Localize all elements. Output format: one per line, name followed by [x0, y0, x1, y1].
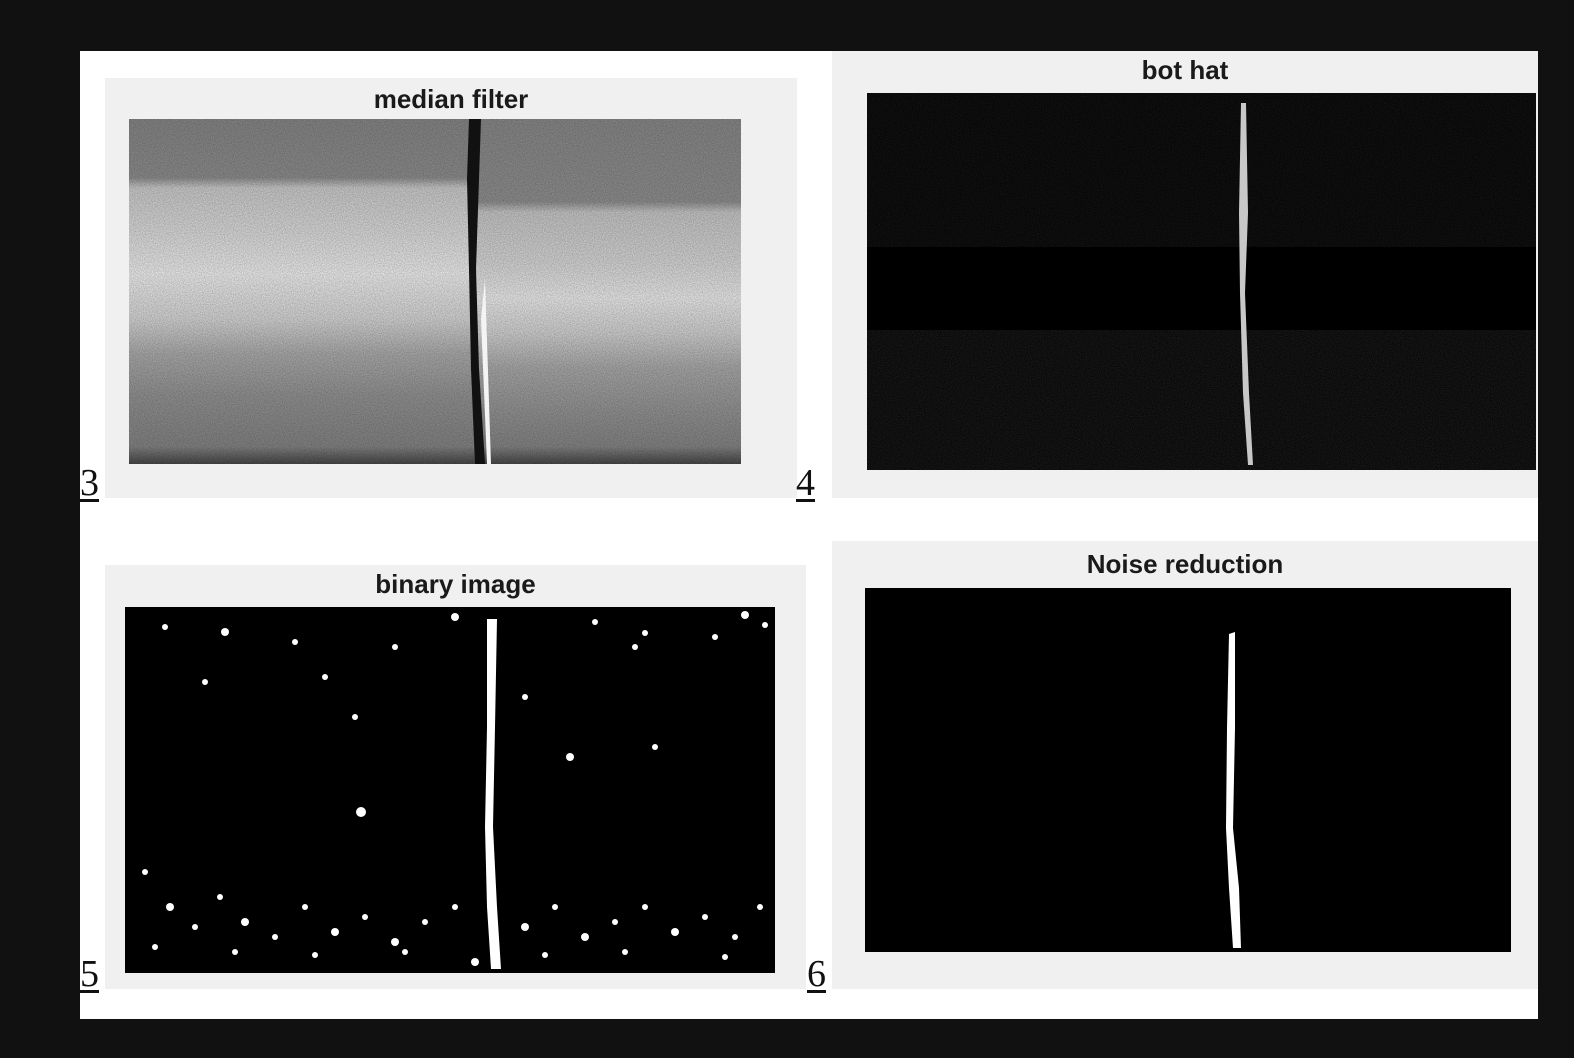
- figure-number: 6: [807, 955, 826, 993]
- panel-title: binary image: [105, 569, 806, 600]
- panel-median-filter: median filter: [105, 78, 797, 498]
- figure-number: 5: [80, 955, 99, 993]
- noise-reduction-image: [865, 588, 1511, 952]
- panel-noise-reduction: Noise reduction: [832, 541, 1538, 989]
- panel-title: Noise reduction: [832, 549, 1538, 580]
- panel-title: bot hat: [832, 55, 1538, 86]
- figure-number: 4: [796, 464, 815, 502]
- panel-bot-hat: bot hat: [832, 51, 1538, 498]
- panel-title: median filter: [105, 84, 797, 115]
- panel-binary-image: binary image: [105, 565, 806, 989]
- binary-image: [125, 607, 775, 973]
- median-filter-image: [129, 119, 741, 464]
- figure-number: 3: [80, 464, 99, 502]
- bot-hat-image: [867, 93, 1536, 470]
- figure-sheet: median filter: [80, 51, 1538, 1019]
